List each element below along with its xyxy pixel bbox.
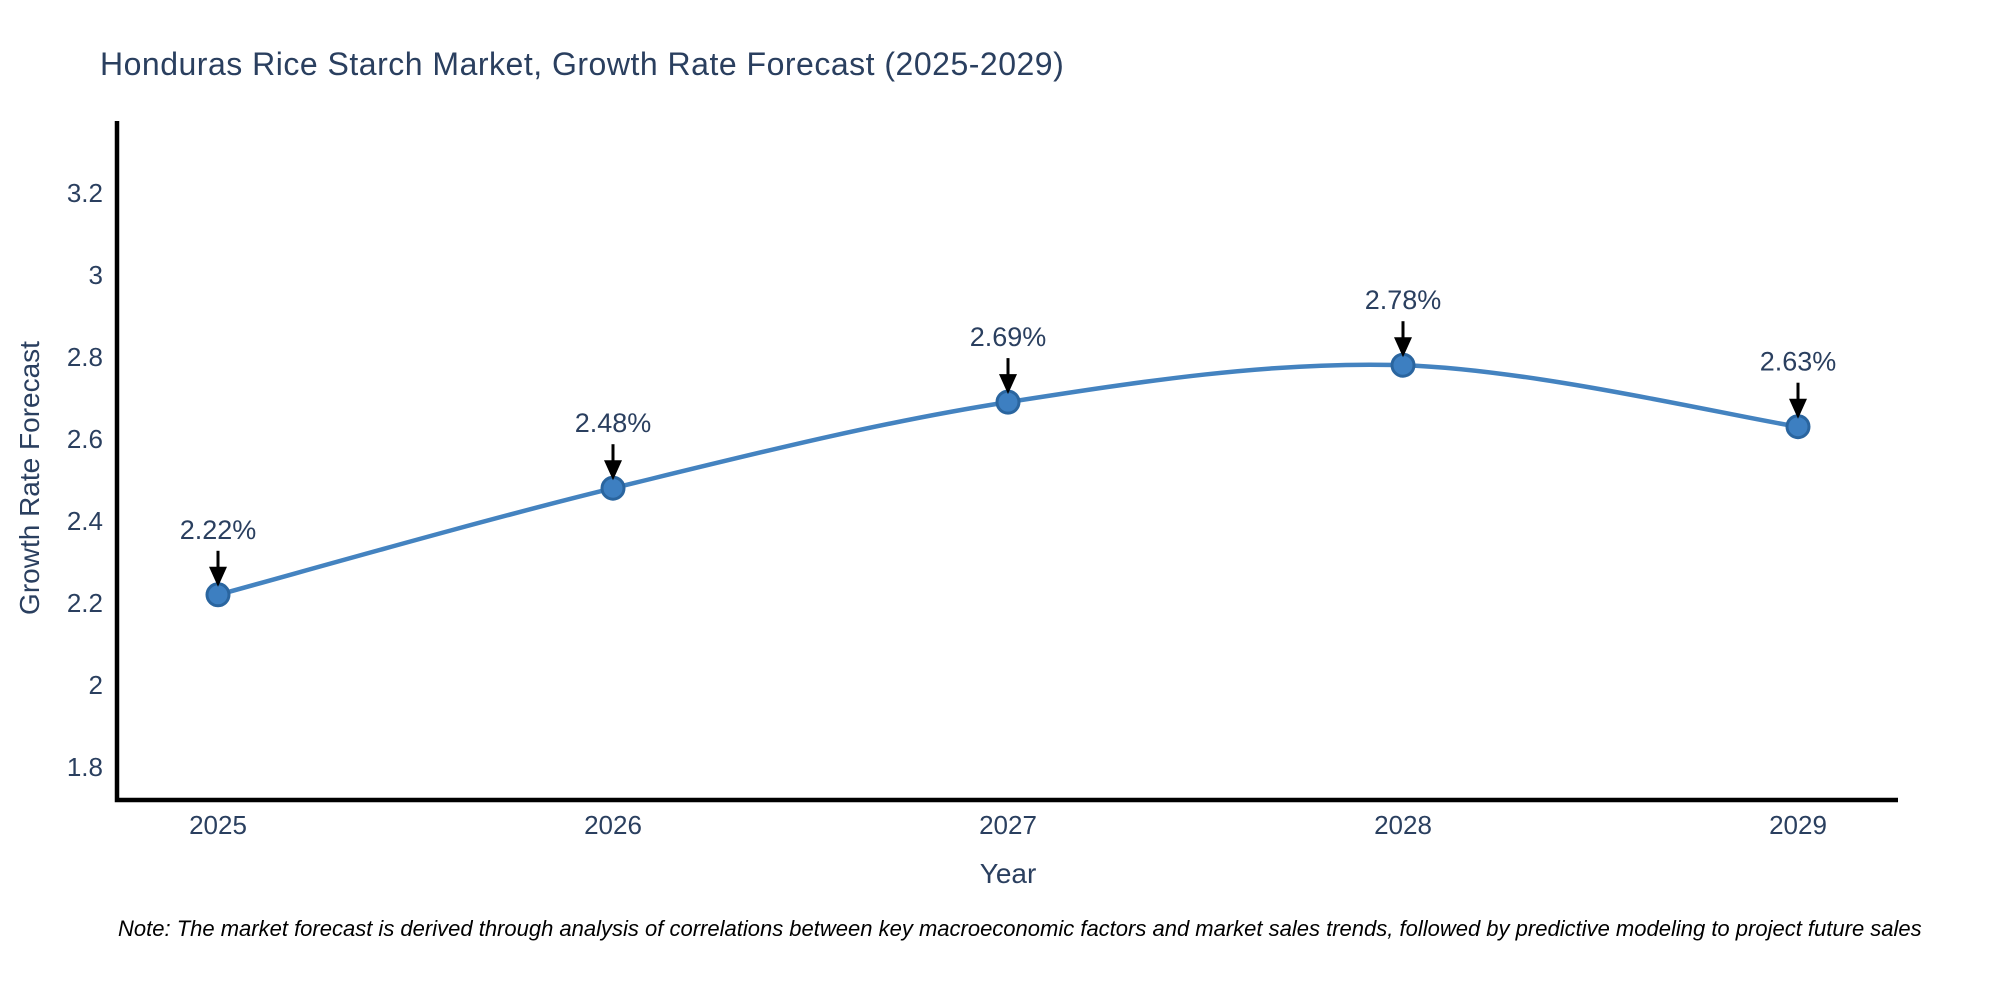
point-annotations: 2.22% 2.48% 2.69% 2.78% 2.63% bbox=[180, 285, 1837, 587]
y-tick-label: 2 bbox=[89, 670, 103, 700]
y-tick-label: 3.2 bbox=[67, 178, 103, 208]
footnote: Note: The market forecast is derived thr… bbox=[118, 916, 1922, 941]
point-label: 2.22% bbox=[180, 515, 257, 545]
data-point-marker[interactable] bbox=[600, 475, 626, 501]
y-tick-label: 3 bbox=[89, 260, 103, 290]
y-tick-label: 2.6 bbox=[67, 424, 103, 454]
annotation-arrowhead-icon bbox=[209, 566, 227, 587]
chart-title: Honduras Rice Starch Market, Growth Rate… bbox=[100, 46, 1065, 82]
axis-spines bbox=[114, 121, 1898, 803]
x-tick-label: 2029 bbox=[1769, 810, 1827, 840]
x-tick-label: 2025 bbox=[189, 810, 247, 840]
y-tick-label: 2.4 bbox=[67, 506, 103, 536]
point-label: 2.69% bbox=[970, 322, 1047, 352]
x-axis-tick-labels: 2025 2026 2027 2028 2029 bbox=[189, 810, 1827, 840]
y-axis-title: Growth Rate Forecast bbox=[14, 341, 45, 615]
data-point-marker[interactable] bbox=[1390, 352, 1416, 378]
data-point-marker[interactable] bbox=[1785, 414, 1811, 440]
x-tick-label: 2027 bbox=[979, 810, 1037, 840]
data-point-marker[interactable] bbox=[205, 582, 231, 608]
y-axis-tick-labels: 1.8 2 2.2 2.4 2.6 2.8 3 3.2 bbox=[67, 178, 103, 782]
point-label: 2.48% bbox=[575, 408, 652, 438]
y-tick-label: 2.8 bbox=[67, 342, 103, 372]
annotation-arrowhead-icon bbox=[999, 374, 1017, 395]
point-label: 2.78% bbox=[1365, 285, 1442, 315]
annotation-arrowhead-icon bbox=[1789, 398, 1807, 419]
x-axis-title: Year bbox=[979, 858, 1037, 889]
data-point-marker[interactable] bbox=[995, 389, 1021, 415]
point-label: 2.63% bbox=[1760, 347, 1837, 377]
y-tick-label: 2.2 bbox=[67, 588, 103, 618]
annotation-arrowhead-icon bbox=[1394, 337, 1412, 358]
x-tick-label: 2026 bbox=[584, 810, 642, 840]
x-tick-label: 2028 bbox=[1374, 810, 1432, 840]
annotation-arrowhead-icon bbox=[604, 460, 622, 481]
y-tick-label: 1.8 bbox=[67, 752, 103, 782]
